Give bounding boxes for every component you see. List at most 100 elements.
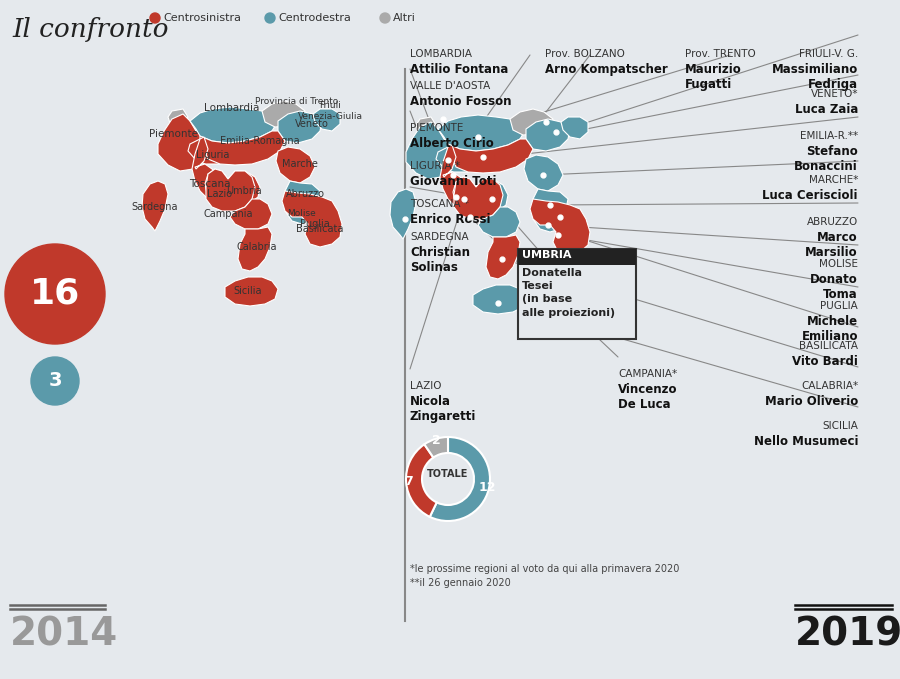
Wedge shape [406, 444, 436, 517]
Circle shape [265, 13, 275, 23]
Text: LAZIO: LAZIO [410, 381, 442, 391]
Text: VENETO*: VENETO* [811, 89, 858, 99]
Wedge shape [424, 437, 448, 458]
Wedge shape [430, 437, 490, 521]
Circle shape [5, 244, 105, 344]
Text: MOLISE: MOLISE [819, 259, 858, 269]
Polygon shape [478, 207, 520, 237]
Text: Lazio: Lazio [207, 189, 232, 199]
Text: Christian
Solinas: Christian Solinas [410, 246, 470, 274]
Polygon shape [285, 181, 320, 207]
Polygon shape [276, 147, 315, 183]
FancyBboxPatch shape [518, 249, 636, 265]
Text: Donatella
Tesei
(in base
alle proiezioni): Donatella Tesei (in base alle proiezioni… [522, 268, 615, 318]
Text: Piemonte: Piemonte [148, 129, 197, 139]
Text: TOSCANA *: TOSCANA * [410, 199, 469, 209]
Text: Lombardia: Lombardia [204, 103, 260, 113]
Circle shape [150, 13, 160, 23]
Polygon shape [205, 169, 232, 204]
Text: 2014: 2014 [10, 615, 118, 653]
Text: Prov. TRENTO: Prov. TRENTO [685, 49, 756, 59]
Text: FRIULI-V. G.: FRIULI-V. G. [799, 49, 858, 59]
Polygon shape [200, 131, 285, 165]
Text: Prov. BOLZANO: Prov. BOLZANO [545, 49, 625, 59]
Text: Mario Oliverio: Mario Oliverio [765, 395, 858, 408]
Text: VALLE D'AOSTA: VALLE D'AOSTA [410, 81, 491, 91]
Text: EMILIA-R.**: EMILIA-R.** [800, 131, 858, 141]
Text: Marche: Marche [282, 159, 318, 169]
Text: Attilio Fontana: Attilio Fontana [410, 63, 508, 76]
Text: 7: 7 [404, 475, 412, 488]
Text: Vito Bardi: Vito Bardi [792, 355, 858, 368]
Text: Il confronto: Il confronto [12, 17, 168, 42]
Text: ABRUZZO: ABRUZZO [806, 217, 858, 227]
Text: Alberto Cirio: Alberto Cirio [410, 137, 494, 150]
Polygon shape [561, 117, 588, 139]
Polygon shape [142, 181, 168, 231]
Text: 2: 2 [432, 435, 441, 447]
Circle shape [31, 357, 79, 405]
Text: Luca Ceriscioli: Luca Ceriscioli [762, 189, 858, 202]
Text: Friuli
Venezia-Giulia: Friuli Venezia-Giulia [298, 101, 363, 121]
Text: *le prossime regioni al voto da qui alla primavera 2020: *le prossime regioni al voto da qui alla… [410, 564, 680, 574]
Polygon shape [530, 199, 590, 255]
Polygon shape [262, 101, 305, 127]
Text: 12: 12 [478, 481, 496, 494]
Polygon shape [285, 201, 315, 224]
Text: PUGLIA: PUGLIA [820, 301, 858, 311]
Text: Campania: Campania [203, 209, 253, 219]
Polygon shape [406, 122, 456, 179]
Polygon shape [192, 137, 232, 204]
Text: Massimiliano
Fedriga: Massimiliano Fedriga [772, 63, 858, 91]
Text: Sardegna: Sardegna [131, 202, 178, 212]
Text: SICILIA: SICILIA [822, 421, 858, 431]
Text: Maurizio
Fugatti: Maurizio Fugatti [685, 63, 742, 91]
Text: SARDEGNA: SARDEGNA [410, 232, 469, 242]
Polygon shape [440, 145, 480, 212]
Text: CAMPANIA*: CAMPANIA* [618, 369, 677, 379]
Polygon shape [454, 177, 503, 219]
Text: Emilia-Romagna: Emilia-Romagna [220, 136, 300, 146]
Polygon shape [230, 199, 272, 229]
Text: Basilicata: Basilicata [296, 224, 344, 234]
Polygon shape [238, 227, 272, 271]
Text: Veneto: Veneto [295, 119, 328, 129]
Text: Umbria: Umbria [226, 186, 262, 196]
Text: Altri: Altri [393, 13, 416, 23]
Polygon shape [510, 109, 553, 135]
Text: Donato
Toma: Donato Toma [810, 273, 858, 301]
Text: TOTALE: TOTALE [428, 469, 469, 479]
Text: Centrosinistra: Centrosinistra [163, 13, 241, 23]
Polygon shape [453, 177, 480, 212]
Text: LOMBARDIA: LOMBARDIA [410, 49, 472, 59]
Polygon shape [486, 235, 520, 279]
Polygon shape [206, 169, 255, 211]
Polygon shape [228, 171, 260, 203]
Text: Nello Musumeci: Nello Musumeci [753, 435, 858, 448]
Text: CALABRIA*: CALABRIA* [801, 381, 858, 391]
Polygon shape [190, 107, 278, 143]
Text: Vincenzo
De Luca: Vincenzo De Luca [618, 383, 678, 411]
Polygon shape [313, 109, 340, 131]
Text: BASILICATA: BASILICATA [799, 341, 858, 351]
Text: Nicola
Zingaretti: Nicola Zingaretti [410, 395, 476, 423]
Polygon shape [436, 147, 478, 172]
Text: Marco
Marsilio: Marco Marsilio [806, 231, 858, 259]
Polygon shape [225, 277, 278, 306]
Text: Sicilia: Sicilia [234, 286, 262, 296]
Circle shape [380, 13, 390, 23]
Text: Molise: Molise [288, 210, 317, 219]
Text: MARCHE*: MARCHE* [808, 175, 858, 185]
Polygon shape [476, 179, 508, 211]
Text: 16: 16 [30, 277, 80, 311]
Polygon shape [282, 191, 342, 247]
Text: Puglia: Puglia [300, 219, 330, 229]
Text: Toscana: Toscana [189, 179, 230, 189]
Polygon shape [526, 119, 570, 151]
Text: UMBRIA: UMBRIA [522, 250, 572, 260]
Text: 2019: 2019 [795, 615, 900, 653]
Text: LIGURIA *: LIGURIA * [410, 161, 460, 171]
Text: Centrodestra: Centrodestra [278, 13, 351, 23]
Polygon shape [168, 109, 188, 124]
Polygon shape [278, 111, 322, 143]
